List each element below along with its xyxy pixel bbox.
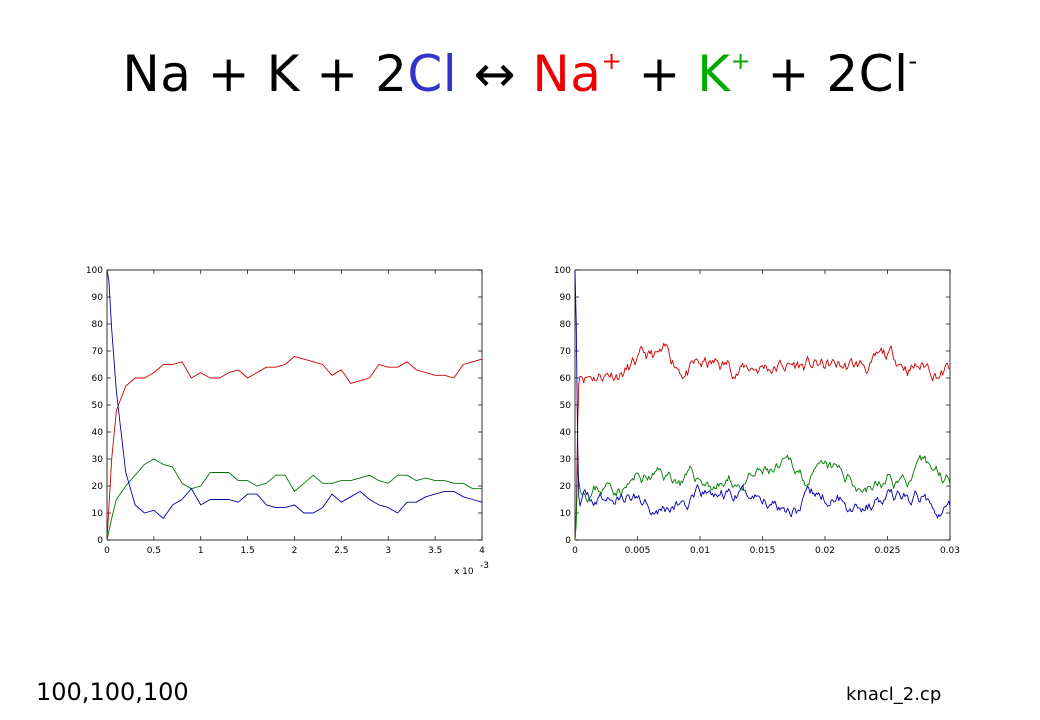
y-tick-label: 50 xyxy=(560,401,572,411)
slide-title: Na + K + 2Cl ↔ Na+ + K+ + 2Cl- xyxy=(0,42,1040,106)
series-line-0 xyxy=(574,342,951,541)
y-tick-label: 90 xyxy=(92,293,104,303)
footer-filename: knacl_2.cp xyxy=(846,684,942,705)
y-tick-label: 0 xyxy=(97,536,103,546)
y-tick-label: 10 xyxy=(560,509,572,519)
x-tick-label: 0 xyxy=(104,546,110,556)
y-tick-label: 0 xyxy=(565,536,571,546)
x-tick-label: 0.03 xyxy=(940,546,960,556)
series-line-2 xyxy=(106,269,483,519)
y-tick-label: 40 xyxy=(92,428,104,438)
y-tick-label: 70 xyxy=(560,347,572,357)
equilibrium-arrow-icon: ↔ xyxy=(473,45,516,103)
chart-left: 0 10 20 30 40 50 60 70 80 90 100 0 0.5 1 1.5 2 2.5 3 3.5 4 x… xyxy=(86,266,489,577)
y-tick-label: 40 xyxy=(560,428,572,438)
x-tick-label: 2.5 xyxy=(334,546,348,556)
title-k-charge: + xyxy=(730,47,752,75)
title-sep-2: + xyxy=(299,45,376,103)
y-tick-label: 60 xyxy=(560,374,572,384)
title-sep-1: + xyxy=(191,45,267,103)
x-exponent: -3 xyxy=(480,561,489,571)
x-tick-label: 0.02 xyxy=(815,546,835,556)
x-tick-label: 1.5 xyxy=(240,546,254,556)
title-k-ion: K xyxy=(697,45,731,103)
y-tick-label: 20 xyxy=(560,482,572,492)
title-na: Na xyxy=(122,45,192,103)
title-na-charge: + xyxy=(601,47,623,75)
y-tick-label: 90 xyxy=(560,293,572,303)
y-tick-label: 80 xyxy=(560,320,572,330)
x-tick-label: 0.025 xyxy=(875,546,901,556)
series-line-1 xyxy=(106,458,482,541)
title-sep-3: + xyxy=(622,45,698,103)
title-cl-coefficient: 2 xyxy=(375,45,408,103)
x-tick-label: 3.5 xyxy=(428,546,442,556)
x-tick-label: 0.015 xyxy=(750,546,776,556)
x-exponent-label: x 10 xyxy=(454,567,474,577)
title-cl-charge: - xyxy=(908,47,918,75)
title-sep-4: + xyxy=(751,45,827,103)
plot-frame xyxy=(106,269,483,541)
y-tick-label: 60 xyxy=(92,374,104,384)
title-k: K xyxy=(266,45,300,103)
y-tick-label: 50 xyxy=(92,401,104,411)
title-cl-ion: 2Cl xyxy=(826,45,909,103)
series-line-1 xyxy=(574,454,951,541)
y-tick-label: 100 xyxy=(86,266,103,276)
title-cl: Cl xyxy=(407,45,458,103)
x-tick-label: 0.5 xyxy=(147,546,161,556)
title-na-ion: Na xyxy=(532,45,602,103)
x-tick-label: 4 xyxy=(479,546,485,556)
footer-initial-counts: 100,100,100 xyxy=(36,678,189,706)
x-tick-label: 2 xyxy=(292,546,298,556)
x-tick-label: 0 xyxy=(572,546,578,556)
y-tick-label: 10 xyxy=(92,509,104,519)
x-tick-label: 1 xyxy=(198,546,204,556)
y-tick-label: 80 xyxy=(92,320,104,330)
y-tick-label: 20 xyxy=(92,482,104,492)
x-tick-label: 0.01 xyxy=(690,546,710,556)
series-line-2 xyxy=(574,269,951,519)
y-tick-label: 100 xyxy=(554,266,571,276)
chart-right: 0 10 20 30 40 50 60 70 80 90 100 0 0.005 0.01 0.015 0.0… xyxy=(554,266,960,556)
y-tick-label: 70 xyxy=(92,347,104,357)
x-tick-label: 0.005 xyxy=(625,546,651,556)
series-line-0 xyxy=(106,355,483,541)
x-tick-label: 3 xyxy=(385,546,391,556)
y-tick-label: 30 xyxy=(560,455,572,465)
y-tick-label: 30 xyxy=(92,455,104,465)
